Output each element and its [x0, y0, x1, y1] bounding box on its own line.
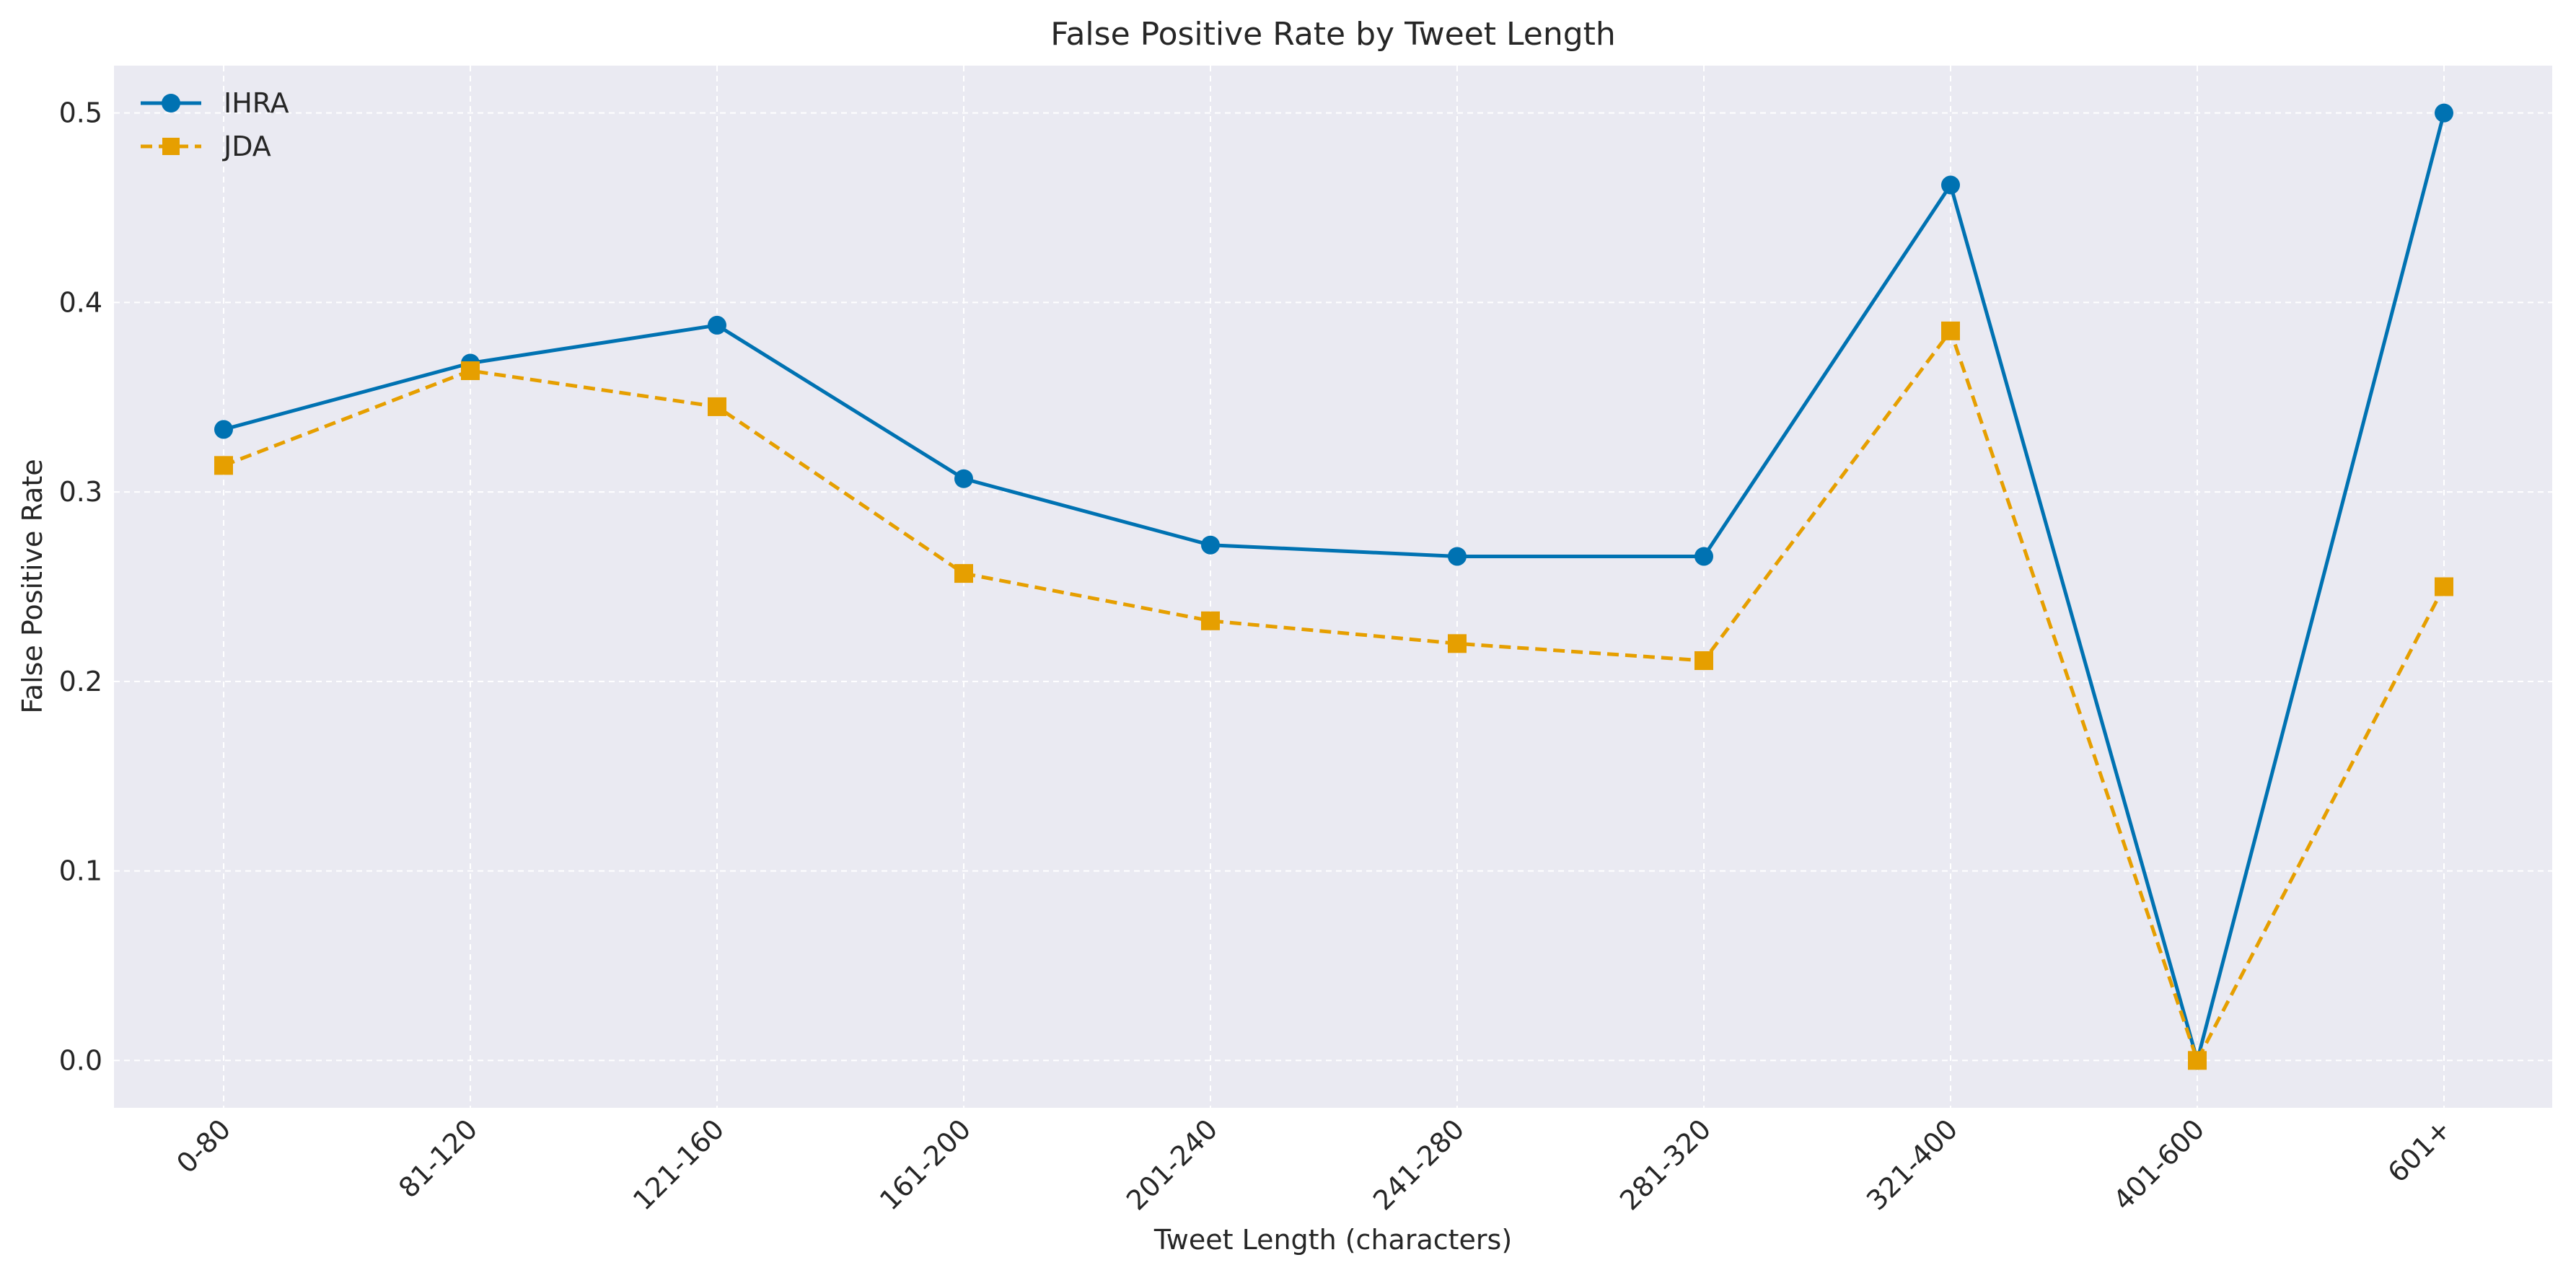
data-point-ihra: [708, 315, 726, 335]
data-point-jda: [2435, 577, 2453, 596]
data-point-ihra: [1201, 535, 1220, 555]
grid-lines: [114, 66, 2552, 1108]
data-point-ihra: [1694, 547, 1713, 566]
y-axis-label: False Positive Rate: [17, 459, 48, 713]
data-point-ihra: [2435, 103, 2453, 123]
legend-marker-jda: [162, 138, 180, 155]
data-point-jda: [214, 456, 233, 475]
y-tick-label: 0.4: [59, 286, 102, 318]
plot-area: [114, 66, 2552, 1108]
data-point-ihra: [954, 469, 973, 488]
data-point-ihra: [214, 420, 233, 439]
data-point-ihra: [1448, 547, 1467, 566]
y-tick-label: 0.3: [59, 476, 102, 508]
data-point-jda: [1448, 634, 1467, 653]
legend-marker-ihra: [162, 94, 180, 113]
series-jda: [214, 321, 2453, 1070]
legend-item-ihra: IHRA: [141, 87, 289, 119]
series-line-ihra: [223, 113, 2446, 1062]
series-line-jda: [223, 329, 2446, 1062]
chart-title: False Positive Rate by Tweet Length: [1050, 16, 1616, 53]
y-tick-label: 0.0: [59, 1044, 102, 1076]
data-point-jda: [461, 361, 480, 380]
y-tick-label: 0.5: [59, 97, 102, 129]
legend: IHRA JDA: [141, 87, 289, 162]
data-point-jda: [954, 564, 973, 583]
data-point-jda: [2188, 1051, 2207, 1070]
x-axis-label: Tweet Length (characters): [1153, 1224, 1512, 1256]
legend-label-ihra: IHRA: [224, 87, 289, 119]
legend-item-jda: JDA: [141, 131, 271, 162]
legend-label-jda: JDA: [222, 131, 271, 162]
series-layer: [214, 103, 2453, 1070]
y-axis-ticks: 0.0 0.1 0.2 0.3 0.4 0.5: [59, 97, 102, 1077]
data-point-jda: [1694, 651, 1713, 670]
y-tick-label: 0.1: [59, 855, 102, 887]
data-point-ihra: [1941, 175, 1960, 195]
data-point-jda: [1941, 321, 1960, 340]
y-tick-label: 0.2: [59, 666, 102, 697]
data-point-jda: [1201, 611, 1220, 630]
data-point-jda: [708, 397, 726, 416]
